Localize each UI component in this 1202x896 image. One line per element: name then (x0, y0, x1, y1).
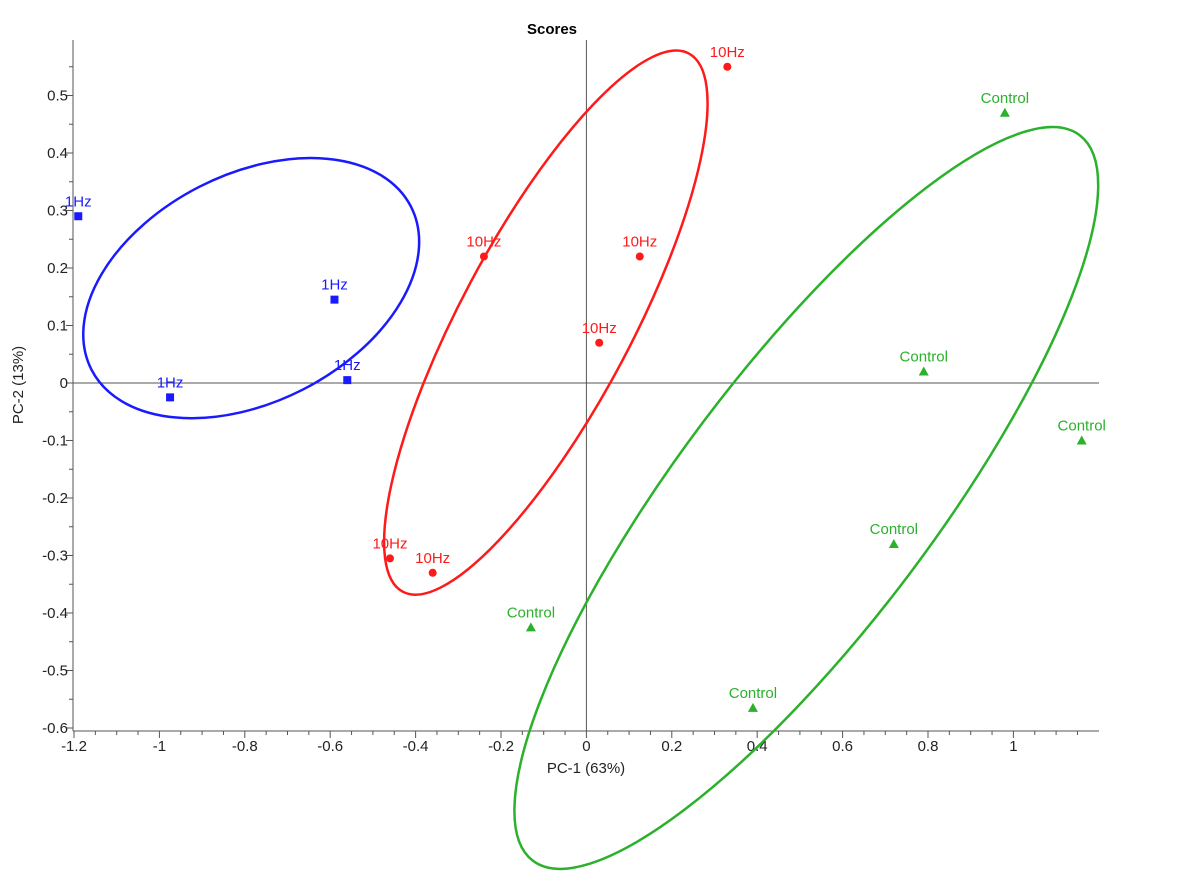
point-1hz (343, 376, 352, 385)
point-label-control: Control (1058, 418, 1106, 435)
point-10hz (595, 338, 604, 347)
point-label-control: Control (870, 521, 918, 538)
x-tick-label: 0 (582, 738, 590, 755)
y-tick-label: -0.3 (42, 548, 68, 565)
point-label-1hz: 1Hz (65, 193, 92, 210)
point-10hz (428, 568, 437, 577)
x-tick-label: -0.6 (317, 738, 343, 755)
ticks: -1.2 -1 -0.8 -0.6 -0.4 -0.2 0 0.2 0.4 0.6 0.8 1 -0.6… (42, 66, 1078, 755)
ellipse-control (513, 125, 1100, 871)
data-points: 1Hz 1Hz 1Hz 1Hz 10Hz 10Hz 10Hz 10Hz 10Hz 10Hz Cont… (65, 44, 1106, 712)
x-tick-label: 0.8 (918, 738, 939, 755)
y-tick-label: 0.5 (47, 88, 68, 105)
x-axis-label: PC-1 (63%) (547, 760, 625, 777)
point-10hz (723, 62, 732, 71)
point-label-control: Control (507, 604, 555, 621)
y-tick-label: 0.3 (47, 203, 68, 220)
confidence-ellipses (82, 49, 1100, 871)
chart-title: Scores (527, 21, 577, 38)
point-label-10hz: 10Hz (415, 550, 450, 567)
x-tick-label: -0.4 (403, 738, 429, 755)
point-label-1hz: 1Hz (334, 357, 361, 374)
point-label-10hz: 10Hz (466, 234, 501, 251)
ellipse-10hz (382, 49, 709, 596)
y-tick-label: 0.2 (47, 260, 68, 277)
point-control (525, 622, 536, 632)
y-tick-label: 0 (60, 375, 68, 392)
point-control (999, 107, 1010, 117)
y-tick-label: -0.2 (42, 490, 68, 507)
y-axis-label: PC-2 (13%) (10, 346, 27, 424)
x-tick-label: -1.2 (61, 738, 87, 755)
y-tick-label: -0.4 (42, 605, 68, 622)
x-tick-label: -0.2 (488, 738, 514, 755)
point-label-10hz: 10Hz (582, 320, 617, 337)
y-tick-label: -0.5 (42, 663, 68, 680)
point-1hz (330, 295, 339, 304)
point-label-control: Control (981, 90, 1029, 107)
x-tick-label: 1 (1009, 738, 1017, 755)
point-control (888, 539, 899, 548)
point-label-control: Control (900, 349, 948, 366)
point-label-1hz: 1Hz (157, 374, 184, 391)
point-label-10hz: 10Hz (622, 234, 657, 251)
point-control (1076, 435, 1087, 445)
y-tick-label: 0.4 (47, 145, 68, 162)
y-tick-label: -0.6 (42, 720, 68, 737)
x-tick-label: 0.2 (661, 738, 682, 755)
point-control (747, 702, 758, 712)
point-1hz (166, 393, 175, 402)
ellipse-1hz (82, 156, 421, 420)
point-label-10hz: 10Hz (710, 44, 745, 61)
y-tick-label: 0.1 (47, 318, 68, 335)
point-label-10hz: 10Hz (372, 535, 407, 552)
point-1hz (74, 212, 83, 221)
x-tick-label: -0.8 (232, 738, 258, 755)
axes (72, 40, 1099, 732)
x-tick-label: 0.6 (832, 738, 853, 755)
point-control (918, 366, 929, 376)
point-label-1hz: 1Hz (321, 277, 348, 294)
point-10hz (385, 554, 394, 563)
point-label-control: Control (729, 685, 777, 702)
x-tick-label: -1 (153, 738, 166, 755)
point-10hz (479, 252, 488, 261)
y-tick-label: -0.1 (42, 433, 68, 450)
point-10hz (635, 252, 644, 261)
